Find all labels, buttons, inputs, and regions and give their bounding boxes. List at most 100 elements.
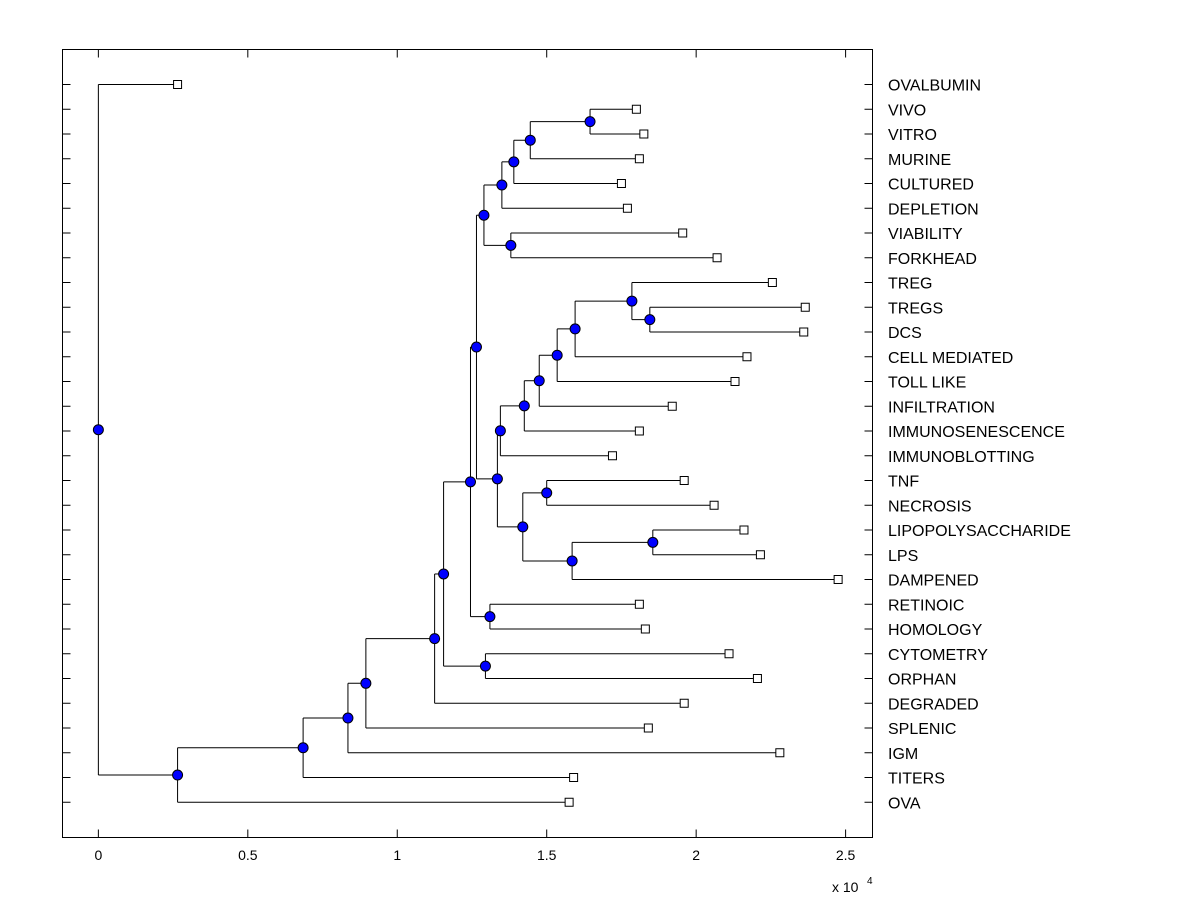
leaf-marker bbox=[616, 179, 626, 188]
leaf-marker bbox=[755, 550, 765, 560]
leaf-label: RETINOIC bbox=[888, 597, 964, 614]
leaf-marker bbox=[752, 674, 762, 683]
node-marker bbox=[464, 476, 476, 488]
node-markers bbox=[92, 116, 659, 781]
node-marker bbox=[569, 323, 581, 335]
node-marker bbox=[438, 568, 450, 580]
node-marker bbox=[644, 314, 656, 326]
node-marker bbox=[626, 295, 638, 307]
leaf-label: FORKHEAD bbox=[888, 251, 977, 268]
leaf-marker bbox=[564, 797, 574, 807]
leaf-marker bbox=[634, 426, 644, 436]
leaf-label: TITERS bbox=[888, 771, 945, 788]
leaf-marker bbox=[643, 723, 653, 733]
x-axis-ticks: 0 0.5 1 1.5 2 2.5 bbox=[94, 49, 856, 863]
leaf-marker bbox=[173, 80, 183, 89]
leaf-label: IMMUNOBLOTTING bbox=[888, 449, 1035, 466]
leaf-label: IGM bbox=[888, 746, 918, 763]
x-scale-label: x 10 bbox=[832, 879, 859, 895]
leaf-label: MURINE bbox=[888, 152, 951, 169]
leaf-marker bbox=[667, 401, 677, 411]
node-marker bbox=[533, 375, 545, 387]
leaf-marker bbox=[569, 773, 579, 782]
node-marker bbox=[524, 134, 536, 146]
leaf-marker bbox=[775, 748, 785, 758]
leaf-marker bbox=[639, 129, 649, 139]
node-marker bbox=[491, 473, 503, 485]
node-marker bbox=[470, 341, 482, 353]
node-marker bbox=[360, 677, 372, 689]
leaf-label: ORPHAN bbox=[888, 672, 956, 689]
leaf-marker bbox=[742, 352, 752, 362]
node-marker bbox=[297, 742, 309, 754]
leaf-label: VITRO bbox=[888, 127, 937, 144]
node-marker bbox=[92, 424, 104, 436]
leaf-marker bbox=[622, 203, 632, 213]
leaf-marker bbox=[799, 327, 809, 337]
leaf-label: TNF bbox=[888, 474, 919, 491]
leaf-label: CYTOMETRY bbox=[888, 647, 988, 664]
leaf-label: DCS bbox=[888, 325, 922, 342]
leaf-label: CULTURED bbox=[888, 177, 974, 194]
leaf-marker bbox=[730, 377, 740, 386]
leaf-marker bbox=[767, 278, 777, 287]
leaf-label: VIABILITY bbox=[888, 226, 963, 243]
plot-axes-box bbox=[62, 49, 873, 838]
leaf-marker bbox=[679, 698, 689, 708]
node-marker bbox=[541, 487, 553, 499]
leaf-marker bbox=[640, 624, 650, 634]
node-marker bbox=[505, 239, 517, 251]
node-marker bbox=[494, 425, 506, 437]
x-scale-exponent: 4 bbox=[867, 876, 873, 887]
leaf-marker bbox=[634, 599, 644, 609]
node-marker bbox=[584, 116, 596, 128]
leaf-label: SPLENIC bbox=[888, 721, 956, 738]
x-tick-label: 0.5 bbox=[238, 847, 258, 863]
node-marker bbox=[484, 611, 496, 623]
leaf-label: IMMUNOSENESCENCE bbox=[888, 424, 1065, 441]
node-marker bbox=[496, 179, 508, 191]
leaf-label: OVALBUMIN bbox=[888, 78, 981, 95]
leaf-label: TREGS bbox=[888, 300, 943, 317]
node-marker bbox=[478, 209, 490, 221]
x-tick-label: 0 bbox=[94, 847, 102, 863]
leaf-marker bbox=[607, 451, 617, 461]
leaf-label: HOMOLOGY bbox=[888, 622, 983, 639]
leaf-label: NECROSIS bbox=[888, 498, 972, 515]
x-tick-label: 1.5 bbox=[537, 847, 557, 863]
leaf-label: CELL MEDIATED bbox=[888, 350, 1013, 367]
node-marker bbox=[172, 769, 184, 781]
leaf-marker bbox=[800, 302, 810, 312]
leaf-markers bbox=[173, 80, 843, 807]
leaf-label: OVA bbox=[888, 795, 921, 812]
leaf-marker bbox=[679, 476, 689, 485]
leaf-labels: OVALBUMIN VIVO VITRO MURINE CULTURED DEPLETIO… bbox=[888, 78, 1071, 813]
node-marker bbox=[518, 400, 530, 412]
x-tick-label: 2.5 bbox=[836, 847, 856, 863]
node-marker bbox=[551, 349, 563, 361]
leaf-marker bbox=[712, 253, 722, 263]
leaf-label: LPS bbox=[888, 548, 918, 565]
leaf-label: DEPLETION bbox=[888, 201, 979, 218]
leaf-marker bbox=[634, 154, 644, 164]
node-marker bbox=[429, 633, 441, 645]
leaf-label: INFILTRATION bbox=[888, 399, 995, 416]
node-marker bbox=[508, 156, 520, 168]
leaf-label: TOLL LIKE bbox=[888, 375, 966, 392]
leaf-marker bbox=[631, 104, 641, 114]
leaf-marker bbox=[678, 228, 688, 238]
leaf-marker bbox=[709, 500, 719, 510]
leaf-marker bbox=[833, 575, 843, 584]
leaf-marker bbox=[739, 525, 749, 535]
leaf-marker bbox=[724, 649, 734, 659]
node-marker bbox=[342, 712, 354, 724]
node-marker bbox=[566, 555, 578, 567]
x-tick-label: 2 bbox=[692, 847, 700, 863]
node-marker bbox=[647, 536, 659, 548]
x-tick-label: 1 bbox=[393, 847, 401, 863]
leaf-label: TREG bbox=[888, 276, 932, 293]
node-marker bbox=[479, 660, 491, 672]
leaf-label: LIPOPOLYSACCHARIDE bbox=[888, 523, 1071, 540]
leaf-label: DEGRADED bbox=[888, 696, 979, 713]
